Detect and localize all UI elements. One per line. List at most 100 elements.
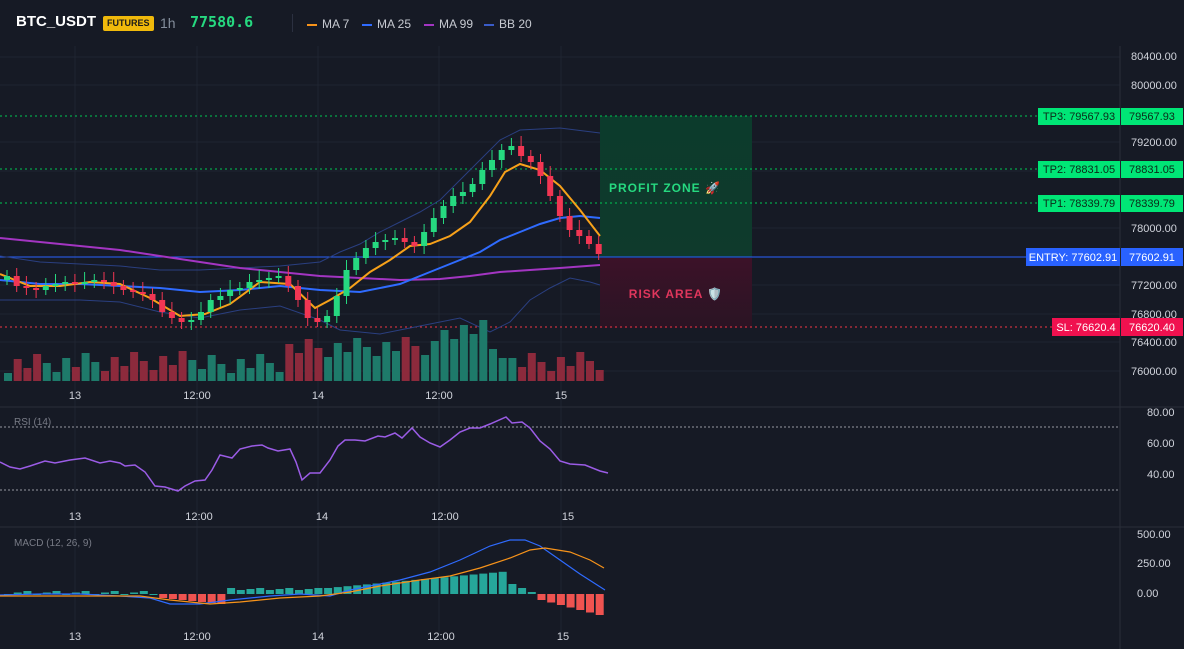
- volume-bar: [246, 368, 255, 381]
- tp2-axis-text: 78831.05: [1129, 164, 1175, 176]
- futures-badge: FUTURES: [103, 16, 154, 31]
- entry-tag: [1026, 248, 1120, 266]
- candle-body: [159, 300, 166, 312]
- tp3-axis-tag: [1121, 108, 1183, 125]
- macd-histogram-bar: [586, 594, 594, 613]
- level-tags: TP3: 79567.93 79567.93 TP2: 78831.05 788…: [1026, 108, 1183, 336]
- volume-bar: [304, 339, 313, 381]
- candle-body: [343, 270, 350, 296]
- entry-axis-text: 77602.91: [1129, 252, 1175, 264]
- volume-bar: [265, 363, 274, 381]
- time-tick: 13: [69, 390, 81, 402]
- risk-area-label: RISK AREA 🛡️: [629, 287, 723, 301]
- rsi-tick: 60.00: [1147, 438, 1175, 450]
- symbol-label[interactable]: BTC_USDT: [16, 13, 97, 30]
- candle-body: [246, 282, 253, 288]
- macd-histogram-bar: [459, 575, 468, 594]
- candle-body: [372, 242, 379, 248]
- rsi-pane[interactable]: RSI (14) 80.00 60.00 40.00 13 12:00 14 1…: [0, 407, 1175, 523]
- volume-bar: [440, 330, 449, 381]
- tp2-tag: [1038, 161, 1120, 178]
- macd-histogram-bar: [489, 572, 497, 594]
- candle-body: [566, 216, 573, 230]
- candle-body: [333, 296, 340, 316]
- candle-body: [52, 284, 59, 286]
- candle-body: [42, 286, 49, 290]
- rsi-tick: 80.00: [1147, 407, 1175, 419]
- volume-bar: [198, 369, 206, 381]
- macd-histogram-bar: [139, 591, 148, 594]
- legend-bb20[interactable]: BB 20: [484, 16, 532, 32]
- candle-body: [498, 150, 505, 160]
- legend-ma7[interactable]: MA 7: [307, 16, 349, 32]
- macd-histogram-bar: [227, 588, 236, 594]
- grid-lines: [0, 46, 1120, 640]
- candle-body: [479, 170, 486, 184]
- candle-body: [110, 282, 117, 286]
- macd-histogram-bar: [110, 591, 119, 594]
- candlesticks[interactable]: [4, 136, 602, 330]
- candle-body: [324, 316, 331, 322]
- macd-tick: 0.00: [1137, 588, 1158, 600]
- volume-bar: [33, 354, 42, 381]
- price-tick: 80400.00: [1131, 51, 1177, 63]
- volume-bar: [372, 356, 381, 381]
- candle-body: [81, 282, 88, 284]
- volume-bar: [207, 355, 216, 381]
- legend-ma25[interactable]: MA 25: [362, 16, 411, 32]
- profit-zone[interactable]: [600, 116, 752, 257]
- volume-bar: [130, 352, 139, 381]
- volume-bar: [508, 358, 517, 381]
- volume-bar: [353, 338, 362, 381]
- time-tick: 14: [312, 631, 324, 643]
- volume-bar: [556, 357, 565, 381]
- ma7-swatch: [307, 23, 317, 26]
- macd-histogram: [4, 571, 604, 615]
- volume-bar: [285, 344, 294, 381]
- candle-body: [469, 184, 476, 192]
- volume-bar: [149, 370, 158, 381]
- sl-tag: [1052, 318, 1120, 336]
- macd-histogram-bar: [556, 594, 565, 605]
- bb20-swatch: [484, 23, 494, 26]
- macd-histogram-bar: [518, 588, 527, 594]
- candle-body: [130, 290, 137, 292]
- macd-histogram-bar: [537, 594, 546, 600]
- timeframe-label[interactable]: 1h: [160, 15, 176, 31]
- price-tick: 76000.00: [1131, 366, 1177, 378]
- macd-histogram-bar: [382, 582, 391, 594]
- risk-area[interactable]: [600, 258, 752, 328]
- candle-body: [236, 288, 243, 290]
- macd-histogram-bar: [430, 578, 439, 594]
- time-tick: 15: [555, 390, 567, 402]
- volume-bar: [343, 352, 352, 381]
- tp3-tag-text: TP3: 79567.93: [1043, 111, 1115, 123]
- legend-ma99-label: MA 99: [439, 17, 474, 31]
- candle-body: [518, 146, 525, 156]
- macd-histogram-bar: [314, 588, 323, 594]
- macd-histogram-bar: [52, 591, 61, 594]
- time-tick: 14: [316, 511, 328, 523]
- macd-histogram-bar: [23, 591, 32, 594]
- candle-body: [295, 286, 301, 300]
- price-tick: 77200.00: [1131, 280, 1177, 292]
- candle-body: [168, 312, 175, 318]
- macd-pane[interactable]: MACD (12, 26, 9) 500.00 250.00 0.00 13 1…: [0, 529, 1171, 643]
- volume-bar: [547, 371, 556, 381]
- tp3-tag: [1038, 108, 1120, 125]
- macd-histogram-bar: [71, 592, 80, 594]
- tp2-axis-tag: [1121, 161, 1183, 178]
- legend-ma99[interactable]: MA 99: [424, 16, 473, 32]
- volume-bar: [23, 368, 32, 381]
- macd-histogram-bar: [324, 588, 333, 594]
- candle-body: [547, 176, 554, 196]
- volume-bar: [382, 342, 391, 381]
- time-tick: 12:00: [431, 511, 459, 523]
- time-axis-main[interactable]: 13 12:00 14 12:00 15: [69, 390, 567, 402]
- candle-body: [459, 192, 466, 196]
- time-tick: 15: [562, 511, 574, 523]
- chart-header: BTC_USDT FUTURES 1h 77580.6 MA 7 MA 25 M…: [0, 0, 1184, 46]
- time-tick: 12:00: [183, 390, 211, 402]
- macd-histogram-bar: [392, 581, 400, 594]
